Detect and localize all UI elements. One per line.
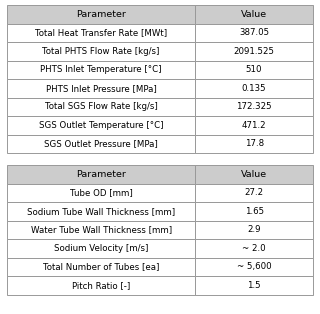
Bar — [195, 165, 313, 183]
Bar — [7, 79, 195, 98]
Text: Total Heat Transfer Rate [MWt]: Total Heat Transfer Rate [MWt] — [35, 28, 167, 37]
Text: Water Tube Wall Thickness [mm]: Water Tube Wall Thickness [mm] — [30, 225, 172, 234]
Text: Parameter: Parameter — [76, 10, 126, 19]
Bar — [195, 24, 313, 42]
Text: Sodium Velocity [m/s]: Sodium Velocity [m/s] — [54, 244, 148, 253]
Bar — [7, 239, 195, 257]
Bar — [195, 276, 313, 295]
Text: Tube OD [mm]: Tube OD [mm] — [70, 188, 132, 197]
Bar — [7, 165, 195, 183]
Text: 2091.525: 2091.525 — [234, 47, 275, 56]
Bar — [195, 257, 313, 276]
Bar — [7, 202, 195, 220]
Bar — [7, 183, 195, 202]
Bar — [195, 183, 313, 202]
Text: 2.9: 2.9 — [247, 225, 261, 234]
Bar — [7, 276, 195, 295]
Bar — [195, 220, 313, 239]
Text: Sodium Tube Wall Thickness [mm]: Sodium Tube Wall Thickness [mm] — [27, 207, 175, 216]
Text: 17.8: 17.8 — [244, 139, 264, 148]
Text: Value: Value — [241, 10, 267, 19]
Text: ~ 2.0: ~ 2.0 — [242, 244, 266, 253]
Text: Total PHTS Flow Rate [kg/s]: Total PHTS Flow Rate [kg/s] — [43, 47, 160, 56]
Text: 0.135: 0.135 — [242, 84, 267, 93]
Text: 1.65: 1.65 — [244, 207, 264, 216]
Text: SGS Outlet Pressure [MPa]: SGS Outlet Pressure [MPa] — [44, 139, 158, 148]
Bar — [7, 116, 195, 134]
Text: Pitch Ratio [-]: Pitch Ratio [-] — [72, 281, 130, 290]
Bar — [7, 42, 195, 61]
Text: PHTS Inlet Pressure [MPa]: PHTS Inlet Pressure [MPa] — [46, 84, 156, 93]
Text: 172.325: 172.325 — [236, 102, 272, 111]
Bar — [195, 134, 313, 153]
Bar — [195, 61, 313, 79]
Bar — [7, 98, 195, 116]
Bar — [195, 98, 313, 116]
Bar — [195, 202, 313, 220]
Bar — [7, 24, 195, 42]
Text: SGS Outlet Temperature [°C]: SGS Outlet Temperature [°C] — [39, 121, 163, 130]
Text: 387.05: 387.05 — [239, 28, 269, 37]
Bar — [7, 220, 195, 239]
Text: Parameter: Parameter — [76, 170, 126, 179]
Text: Total Number of Tubes [ea]: Total Number of Tubes [ea] — [43, 262, 159, 271]
Bar — [195, 5, 313, 24]
Text: 510: 510 — [246, 65, 262, 74]
Bar — [195, 42, 313, 61]
Bar — [7, 257, 195, 276]
Text: 471.2: 471.2 — [242, 121, 267, 130]
Text: PHTS Inlet Temperature [°C]: PHTS Inlet Temperature [°C] — [40, 65, 162, 74]
Text: 1.5: 1.5 — [247, 281, 261, 290]
Bar — [7, 134, 195, 153]
Text: Value: Value — [241, 170, 267, 179]
Bar — [7, 5, 195, 24]
Text: Total SGS Flow Rate [kg/s]: Total SGS Flow Rate [kg/s] — [45, 102, 157, 111]
Bar — [195, 79, 313, 98]
Bar — [7, 61, 195, 79]
Bar — [195, 239, 313, 257]
Bar — [195, 116, 313, 134]
Text: ~ 5,600: ~ 5,600 — [237, 262, 271, 271]
Text: 27.2: 27.2 — [244, 188, 264, 197]
